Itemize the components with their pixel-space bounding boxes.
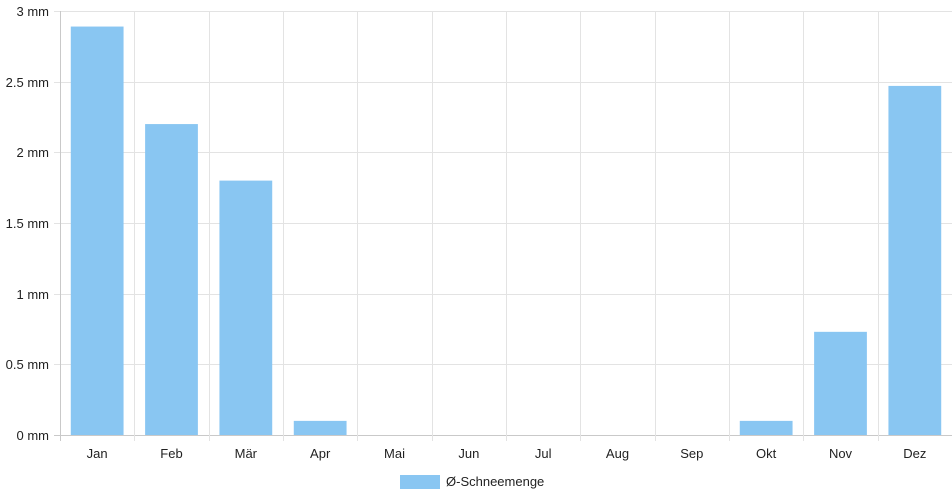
y-tick-label: 3 mm <box>17 4 50 19</box>
x-tick-label: Dez <box>903 446 926 461</box>
legend-label: Ø-Schneemenge <box>446 474 544 489</box>
y-tick-label: 1.5 mm <box>6 216 49 231</box>
x-tick-label: Feb <box>160 446 182 461</box>
x-tick-label: Mai <box>384 446 405 461</box>
bar-dez <box>888 85 942 435</box>
y-tick-label: 2 mm <box>17 145 50 160</box>
y-axis-ticks: 0 mm 0.5 mm 1 mm 1.5 mm 2 mm 2.5 mm 3 mm <box>6 4 49 443</box>
grid <box>54 11 952 441</box>
x-tick-label: Jan <box>87 446 108 461</box>
x-axis-ticks: Jan Feb Mär Apr Mai Jun Jul Aug Sep Okt Nov Dez <box>87 446 927 461</box>
x-tick-label: Aug <box>606 446 629 461</box>
x-tick-label: Okt <box>756 446 777 461</box>
x-tick-label: Nov <box>829 446 853 461</box>
legend-swatch <box>400 475 440 489</box>
x-tick-label: Apr <box>310 446 331 461</box>
x-tick-label: Mär <box>235 446 258 461</box>
bar-nov <box>814 331 867 435</box>
y-tick-label: 0 mm <box>17 428 50 443</box>
bar-apr <box>293 420 347 435</box>
y-tick-label: 2.5 mm <box>6 75 49 90</box>
bar-okt <box>739 420 793 435</box>
bars <box>70 26 942 436</box>
bar-feb <box>145 124 198 435</box>
x-tick-label: Jun <box>458 446 479 461</box>
bar-jan <box>70 26 124 436</box>
x-tick-label: Jul <box>535 446 552 461</box>
y-tick-label: 0.5 mm <box>6 357 49 372</box>
x-tick-label: Sep <box>680 446 703 461</box>
legend: Ø-Schneemenge <box>400 474 544 489</box>
bar-mär <box>219 180 273 435</box>
y-tick-label: 1 mm <box>17 287 50 302</box>
